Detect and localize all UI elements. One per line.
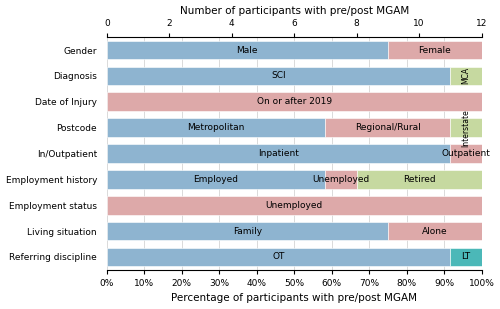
Bar xyxy=(388,222,482,240)
Bar xyxy=(450,248,482,266)
Bar xyxy=(388,41,482,59)
Bar xyxy=(107,144,450,163)
Text: Alone: Alone xyxy=(422,226,448,235)
Bar xyxy=(107,67,450,85)
Bar xyxy=(326,118,450,137)
Text: OT: OT xyxy=(272,252,284,261)
Bar xyxy=(450,67,482,85)
Text: On or after 2019: On or after 2019 xyxy=(256,97,332,106)
Bar xyxy=(107,248,450,266)
Bar xyxy=(450,118,482,137)
Text: Outpatient: Outpatient xyxy=(442,149,490,158)
Text: MCA: MCA xyxy=(462,67,470,84)
Bar xyxy=(107,170,326,189)
Text: Retired: Retired xyxy=(402,175,436,184)
Text: Unemployed: Unemployed xyxy=(312,175,370,184)
Bar xyxy=(107,222,388,240)
Text: Regional/Rural: Regional/Rural xyxy=(355,123,420,132)
Text: SCI: SCI xyxy=(271,71,286,80)
Text: Inpatient: Inpatient xyxy=(258,149,299,158)
Text: Interstate: Interstate xyxy=(462,109,470,146)
Bar xyxy=(107,196,482,214)
Bar xyxy=(107,118,326,137)
Bar xyxy=(107,41,388,59)
Text: LT: LT xyxy=(462,252,470,261)
Bar xyxy=(326,170,356,189)
X-axis label: Number of participants with pre/post MGAM: Number of participants with pre/post MGA… xyxy=(180,6,409,15)
Text: Employed: Employed xyxy=(194,175,238,184)
Text: Metropolitan: Metropolitan xyxy=(188,123,245,132)
X-axis label: Percentage of participants with pre/post MGAM: Percentage of participants with pre/post… xyxy=(171,294,417,303)
Text: Unemployed: Unemployed xyxy=(266,201,323,210)
Bar xyxy=(107,92,482,111)
Text: Family: Family xyxy=(232,226,262,235)
Bar xyxy=(356,170,482,189)
Text: Male: Male xyxy=(236,45,258,55)
Bar xyxy=(450,144,482,163)
Text: Female: Female xyxy=(418,45,451,55)
